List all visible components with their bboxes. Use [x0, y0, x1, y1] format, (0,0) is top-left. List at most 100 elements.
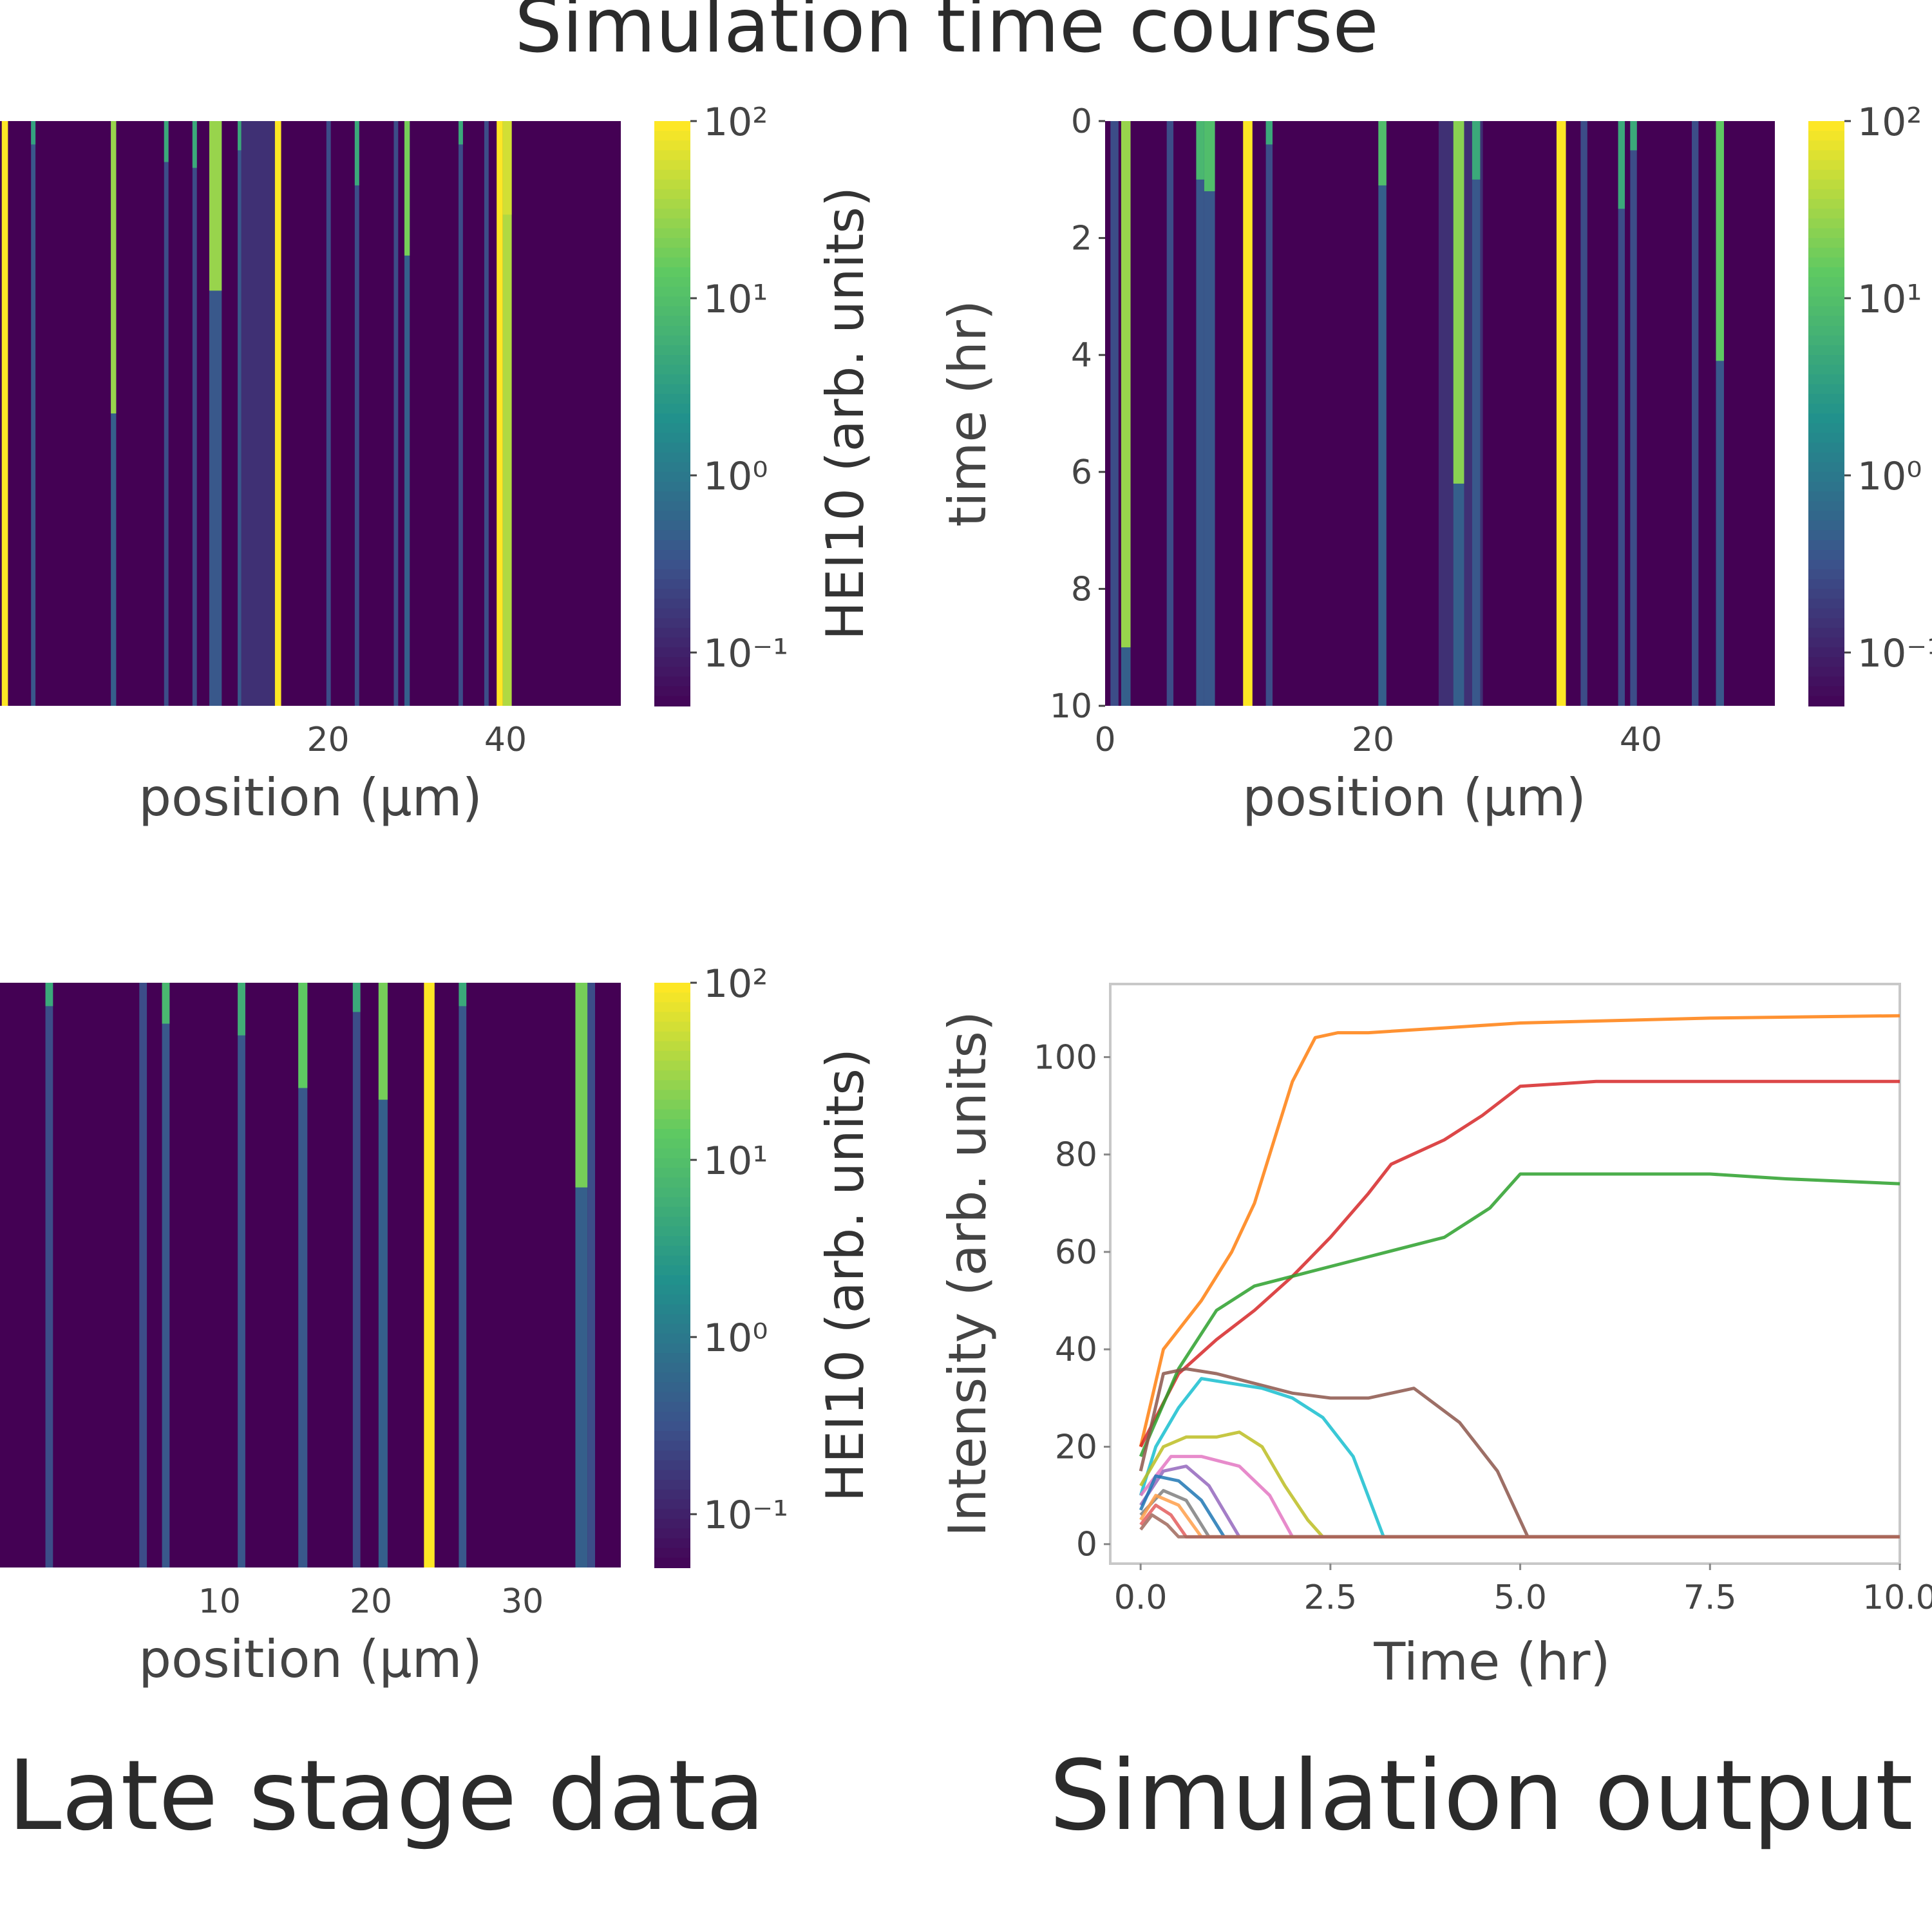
colorbar-tick-label: 10⁰	[703, 1316, 768, 1361]
colorbar-segment	[1808, 423, 1844, 434]
colorbar-segment	[1808, 608, 1844, 619]
colorbar-segment	[654, 1538, 690, 1549]
caption-simulation-output: Simulation output	[1049, 1740, 1913, 1852]
x-tick-label: 40	[484, 721, 527, 759]
x-tick-label: 0	[1094, 721, 1115, 759]
heatmap-track	[1196, 121, 1204, 706]
colorbar-segment	[654, 306, 690, 317]
colorbar-segment	[654, 579, 690, 590]
colorbar-segment	[654, 1489, 690, 1501]
colorbar-segment	[654, 296, 690, 307]
heatmap-track-early-segment	[238, 983, 245, 1036]
colorbar-segment	[654, 1021, 690, 1032]
heatmap-track	[1618, 121, 1625, 706]
colorbar-segment	[654, 452, 690, 463]
colorbar-segment	[654, 1187, 690, 1198]
colorbar-segment	[654, 1080, 690, 1091]
colorbar-segment	[654, 618, 690, 629]
y-tick-label: 8	[1071, 570, 1092, 609]
colorbar-segment	[654, 1548, 690, 1558]
colorbar-segment	[1808, 598, 1844, 609]
heatmap-track	[1472, 121, 1481, 706]
heatmap-track-early-segment	[1453, 121, 1464, 484]
heatmap-track	[502, 121, 512, 706]
colorbar-segment	[654, 1392, 690, 1403]
heatmap-track	[1166, 121, 1174, 706]
figure-title-top: Simulation time course	[515, 0, 1378, 70]
colorbar-segment	[654, 218, 690, 229]
colorbar-segment	[654, 1314, 690, 1325]
colorbar-segment	[654, 1470, 690, 1481]
colorbar-segment	[654, 1479, 690, 1490]
colorbar-segment	[654, 1148, 690, 1159]
colorbar-segment	[654, 1528, 690, 1539]
colorbar-tick-label: 10¹	[1857, 277, 1922, 322]
colorbar-segment	[1808, 150, 1844, 161]
colorbar-segment	[654, 413, 690, 424]
heatmap-track-early-segment	[1121, 121, 1131, 648]
heatmap-track	[238, 983, 245, 1567]
heatmap-track-early-segment	[209, 121, 222, 291]
colorbar-segment	[654, 540, 690, 551]
series-line-green	[1139, 1172, 1900, 1457]
colorbar-segment	[654, 638, 690, 649]
heatmap-track	[587, 983, 596, 1567]
colorbar-segment	[1808, 471, 1844, 482]
heatmap-track	[274, 121, 281, 706]
colorbar-segment	[654, 657, 690, 668]
colorbar-segment	[654, 1499, 690, 1510]
colorbar-segment	[1808, 287, 1844, 298]
heatmap-track	[1204, 121, 1215, 706]
colorbar-segment	[1808, 335, 1844, 346]
colorbar-segment	[654, 1099, 690, 1110]
heatmap-track	[1110, 121, 1119, 706]
x-axis-label: position (μm)	[138, 768, 482, 828]
colorbar-segment	[654, 1363, 690, 1374]
colorbar-segment	[654, 433, 690, 444]
heatmap-background	[0, 983, 621, 1567]
colorbar-segment	[654, 1353, 690, 1364]
colorbar-segment	[1808, 160, 1844, 171]
colorbar-segment	[654, 1431, 690, 1442]
colorbar-segment	[654, 992, 690, 1003]
colorbar-segment	[1808, 686, 1844, 697]
x-axis-label: position (μm)	[138, 1629, 482, 1689]
colorbar-segment	[654, 257, 690, 268]
heatmap-track	[164, 121, 169, 706]
colorbar-segment	[654, 608, 690, 619]
heatmap-track	[1556, 121, 1566, 706]
heatmap-track	[458, 121, 463, 706]
colorbar-segment	[1808, 277, 1844, 288]
heatmap-track	[484, 121, 489, 706]
series-line-olive	[1139, 1430, 1900, 1539]
heatmap-track	[424, 983, 435, 1567]
colorbar-segment	[1808, 452, 1844, 463]
x-tick-label: 20	[1352, 721, 1394, 759]
colorbar-segment	[1808, 267, 1844, 278]
y-tick-label: 100	[1034, 1038, 1097, 1077]
heatmap-track	[326, 121, 331, 706]
colorbar-segment	[654, 238, 690, 249]
colorbar-segment	[654, 393, 690, 404]
colorbar-segment	[1808, 589, 1844, 600]
x-tick-label: 7.5	[1683, 1578, 1737, 1617]
heatmap-track-early-segment	[238, 121, 243, 151]
colorbar-segment	[654, 1509, 690, 1520]
heatmap-track	[1580, 121, 1587, 706]
colorbar-segment	[654, 569, 690, 580]
colorbar-segment	[1808, 257, 1844, 268]
heatmap-track	[352, 983, 361, 1567]
y-tick-label: 40	[1055, 1331, 1097, 1369]
colorbar-segment	[654, 209, 690, 220]
colorbar-tick-label: 10⁰	[1857, 454, 1922, 499]
caption-late-stage-data: Late stage data	[8, 1740, 765, 1852]
series-line-cyan	[1139, 1377, 1900, 1539]
heatmap-track	[459, 983, 467, 1567]
series-line-brown	[1139, 1367, 1900, 1539]
heatmap-track	[298, 983, 308, 1567]
colorbar-segment	[654, 1441, 690, 1452]
colorbar-segment	[654, 1090, 690, 1101]
colorbar-segment	[654, 511, 690, 522]
colorbar-segment	[1808, 579, 1844, 590]
colorbar-segment	[654, 1382, 690, 1393]
